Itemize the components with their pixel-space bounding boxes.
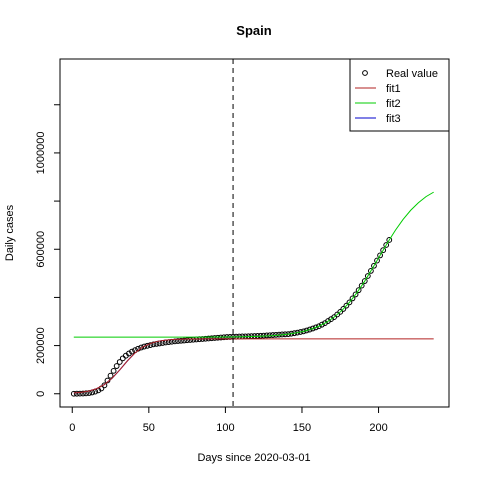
y-tick-label: 600000 bbox=[35, 231, 47, 268]
data-point bbox=[364, 273, 371, 279]
data-point bbox=[116, 359, 123, 365]
data-point bbox=[358, 282, 365, 289]
data-point bbox=[83, 390, 89, 397]
data-point bbox=[107, 372, 114, 379]
plot-area bbox=[70, 191, 434, 397]
data-point bbox=[343, 302, 350, 309]
y-tick-label: 1000000 bbox=[35, 132, 47, 175]
data-point bbox=[113, 363, 120, 369]
data-point bbox=[211, 335, 218, 341]
data-point bbox=[367, 268, 374, 274]
data-point bbox=[80, 390, 86, 397]
data-point bbox=[175, 338, 181, 344]
data-point bbox=[383, 242, 390, 248]
x-tick-label: 50 bbox=[143, 422, 155, 434]
data-point bbox=[374, 257, 380, 264]
data-point bbox=[337, 308, 344, 315]
data-point bbox=[303, 327, 310, 334]
data-point bbox=[138, 344, 145, 351]
data-point bbox=[306, 326, 313, 333]
x-tick-label: 0 bbox=[69, 422, 75, 434]
data-point bbox=[312, 324, 319, 331]
legend-label: fit3 bbox=[386, 113, 401, 125]
data-point bbox=[77, 390, 83, 397]
data-point bbox=[386, 237, 393, 243]
data-point bbox=[181, 337, 187, 344]
data-point bbox=[141, 343, 148, 350]
data-point bbox=[318, 321, 325, 328]
data-point bbox=[129, 348, 135, 355]
data-point bbox=[178, 337, 184, 344]
x-tick-label: 150 bbox=[293, 422, 311, 434]
data-point bbox=[346, 299, 353, 306]
data-point bbox=[355, 287, 362, 294]
legend-label: fit2 bbox=[386, 98, 401, 110]
data-point bbox=[119, 355, 126, 362]
data-point bbox=[309, 325, 316, 332]
fit-line bbox=[73, 338, 434, 394]
data-point bbox=[380, 247, 387, 254]
legend-label: fit1 bbox=[386, 83, 401, 95]
data-point bbox=[315, 323, 322, 330]
data-point bbox=[340, 306, 347, 312]
data-point bbox=[349, 295, 356, 302]
fit-line bbox=[73, 191, 434, 338]
x-axis-label: Days since 2020-03-01 bbox=[197, 452, 310, 464]
chart-title: Spain bbox=[236, 23, 271, 38]
legend-symbol bbox=[362, 70, 368, 76]
data-point bbox=[214, 334, 221, 341]
legend-label: Real value bbox=[386, 68, 438, 80]
data-point bbox=[184, 337, 191, 344]
y-tick-label: 200000 bbox=[35, 327, 47, 364]
x-tick-label: 100 bbox=[216, 422, 234, 434]
data-point bbox=[110, 367, 117, 374]
y-tick-label: 0 bbox=[35, 391, 47, 397]
data-point bbox=[371, 262, 377, 269]
y-axis-label: Daily cases bbox=[4, 204, 16, 261]
data-point bbox=[352, 291, 359, 298]
x-tick-label: 200 bbox=[369, 422, 387, 434]
data-point bbox=[150, 341, 157, 348]
data-point bbox=[73, 390, 80, 397]
data-point bbox=[217, 334, 224, 341]
data-point bbox=[70, 390, 77, 397]
data-point bbox=[377, 252, 383, 259]
data-point bbox=[208, 335, 215, 342]
data-point bbox=[361, 278, 368, 284]
